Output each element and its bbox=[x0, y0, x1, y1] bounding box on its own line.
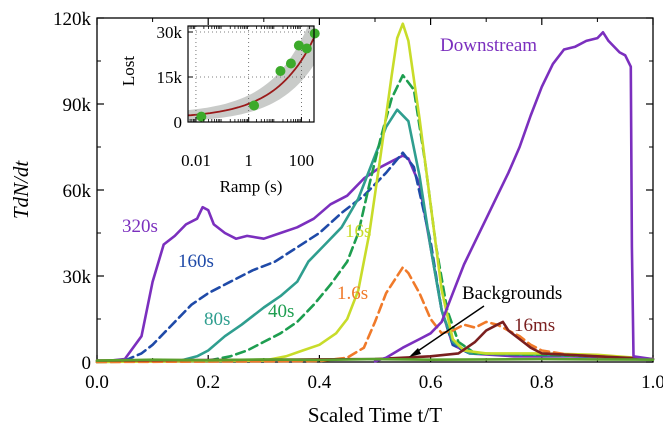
main-series bbox=[95, 22, 655, 364]
y-tick-label: 60k bbox=[63, 181, 92, 202]
inset-point bbox=[196, 111, 207, 122]
inset-point bbox=[249, 100, 260, 111]
inset-point bbox=[293, 40, 304, 51]
label-16s: 16s bbox=[345, 221, 371, 242]
backgrounds-arrow bbox=[409, 305, 485, 357]
label-320s: 320s bbox=[122, 216, 158, 237]
series-line-16s bbox=[95, 22, 655, 364]
inset-y-tick-label: 15k bbox=[157, 68, 183, 87]
inset-point bbox=[285, 58, 296, 69]
y-tick-label: 90k bbox=[63, 95, 92, 116]
inset-y-axis-title: Lost bbox=[119, 56, 138, 87]
inset-y-tick-label: 30k bbox=[157, 23, 183, 42]
x-tick-label: 0.4 bbox=[308, 372, 332, 393]
x-tick-label: 0.8 bbox=[530, 372, 554, 393]
inset-axes: 0.01 1 100 0 15k 30k bbox=[157, 23, 315, 170]
label-1-6s: 1.6s bbox=[337, 283, 368, 304]
series-line-40s bbox=[95, 74, 655, 364]
inset-chart: 0.01 1 100 0 15k 30k Lost Ramp (s) bbox=[119, 23, 320, 196]
inset-x-tick-label: 1 bbox=[244, 151, 253, 170]
label-16ms: 16ms bbox=[514, 315, 555, 336]
inset-frame bbox=[187, 25, 315, 123]
x-tick-label: 0.6 bbox=[419, 372, 443, 393]
inset-body bbox=[187, 26, 320, 122]
inset-x-axis-title: Ramp (s) bbox=[220, 177, 283, 196]
series-line-160s bbox=[95, 151, 655, 364]
inset-point bbox=[301, 43, 312, 54]
x-tick-label: 0.0 bbox=[85, 372, 109, 393]
inset-y-tick-label: 0 bbox=[174, 113, 183, 132]
label-backgrounds: Backgrounds bbox=[462, 283, 562, 304]
inset-point bbox=[275, 66, 286, 76]
series-line-1-6s bbox=[95, 266, 655, 364]
label-40s: 40s bbox=[268, 301, 294, 322]
series-line-backgrounds bbox=[95, 357, 655, 362]
y-tick-label: 0 bbox=[82, 353, 92, 374]
inset-fit-band bbox=[188, 26, 314, 121]
y-axis-title: TdN/dt bbox=[9, 160, 33, 220]
series-line-80s bbox=[95, 108, 655, 364]
inset-x-tick-label: 100 bbox=[289, 151, 315, 170]
inset-point bbox=[309, 28, 320, 39]
label-80s: 80s bbox=[204, 309, 230, 330]
label-160s: 160s bbox=[178, 251, 214, 272]
y-tick-label: 120k bbox=[53, 9, 92, 30]
inset-x-tick-label: 0.01 bbox=[181, 151, 211, 170]
series-line-16ms bbox=[95, 320, 655, 362]
y-tick-label: 30k bbox=[63, 267, 92, 288]
series-line-downstream bbox=[373, 30, 655, 363]
label-downstream: Downstream bbox=[440, 35, 537, 56]
x-tick-label: 0.2 bbox=[196, 372, 220, 393]
x-tick-label: 1.0 bbox=[641, 372, 663, 393]
x-axis-title: Scaled Time t/T bbox=[308, 403, 442, 427]
